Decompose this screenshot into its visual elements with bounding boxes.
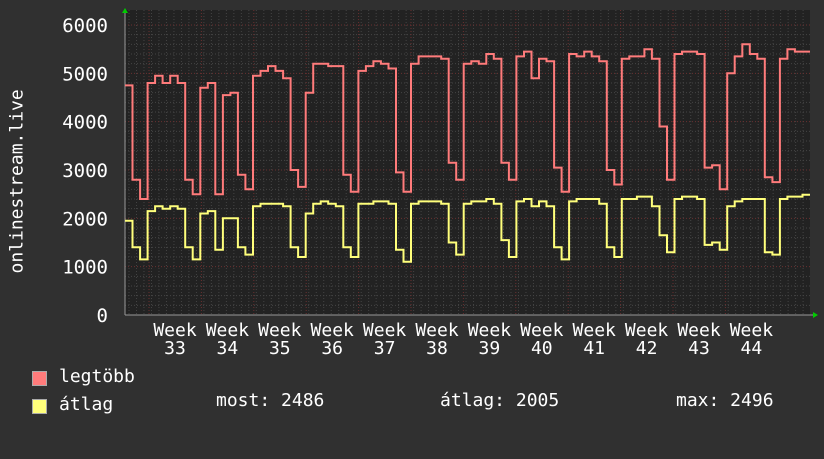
x-tick-label-line: 37: [374, 338, 396, 359]
y-tick-label: 3000: [62, 160, 108, 182]
stat-now: most: 2486: [216, 390, 325, 411]
x-tick-label-line: 35: [269, 338, 291, 359]
x-axis-arrow: [813, 312, 818, 318]
x-tick-label-line: 39: [479, 338, 501, 359]
x-tick-label-line: 36: [321, 338, 343, 359]
x-tick-label-line: 40: [531, 338, 553, 359]
x-tick-label-line: 41: [583, 338, 605, 359]
x-tick-label-line: Week: [573, 320, 617, 341]
x-tick-label-line: 33: [164, 338, 186, 359]
y-tick-label: 4000: [62, 112, 108, 134]
x-tick-label-line: Week: [677, 320, 721, 341]
y-axis-title: onlinestream.live: [6, 89, 28, 274]
legend-swatch-max: [32, 371, 47, 386]
x-tick-label: Week 39: [468, 320, 512, 359]
x-tick-label: Week 34: [206, 320, 250, 359]
y-tick-label: 6000: [62, 15, 108, 37]
x-tick-label-line: 44: [741, 338, 763, 359]
x-tick-label-line: 34: [217, 338, 239, 359]
x-tick-label-line: 42: [636, 338, 658, 359]
x-tick-label-line: Week: [730, 320, 774, 341]
plot-area: [125, 10, 810, 315]
x-tick-label: Week 36: [311, 320, 355, 359]
x-tick-label-line: 43: [688, 338, 710, 359]
x-tick-label-line: Week: [625, 320, 669, 341]
x-tick-label: Week 38: [415, 320, 459, 359]
stat-max: max: 2496: [676, 390, 774, 411]
x-tick-label-line: Week: [153, 320, 197, 341]
x-tick-label-line: Week: [311, 320, 355, 341]
x-tick-label-line: Week: [468, 320, 512, 341]
x-tick-label-line: Week: [520, 320, 564, 341]
x-tick-label: Week 42: [625, 320, 669, 359]
x-tick-label: Week 33: [153, 320, 197, 359]
legend-label-avg: átlag: [59, 394, 114, 415]
x-tick-label: Week 41: [573, 320, 617, 359]
x-tick-label-line: Week: [415, 320, 459, 341]
x-tick-label: Week 44: [730, 320, 774, 359]
y-tick-label: 5000: [62, 63, 108, 85]
x-tick-label: Week 37: [363, 320, 407, 359]
y-tick-label: 0: [97, 305, 108, 327]
y-tick-label: 1000: [62, 257, 108, 279]
legend-item-max: legtöbb: [32, 366, 135, 431]
x-tick-label-line: Week: [363, 320, 407, 341]
legend-item-avg: átlag: [32, 394, 113, 459]
x-tick-label-line: Week: [206, 320, 250, 341]
x-tick-label: Week 40: [520, 320, 564, 359]
x-tick-label: Week 43: [677, 320, 721, 359]
x-tick-label: Week 35: [258, 320, 302, 359]
legend-swatch-avg: [32, 399, 47, 414]
x-tick-label-line: 38: [426, 338, 448, 359]
series-line-max: [125, 43, 810, 200]
y-axis-arrow: [122, 8, 128, 13]
y-tick-label: 2000: [62, 208, 108, 230]
x-tick-label-line: Week: [258, 320, 302, 341]
legend-label-max: legtöbb: [59, 366, 135, 387]
series-line-avg: [125, 193, 810, 263]
stat-avg: átlag: 2005: [440, 390, 560, 411]
